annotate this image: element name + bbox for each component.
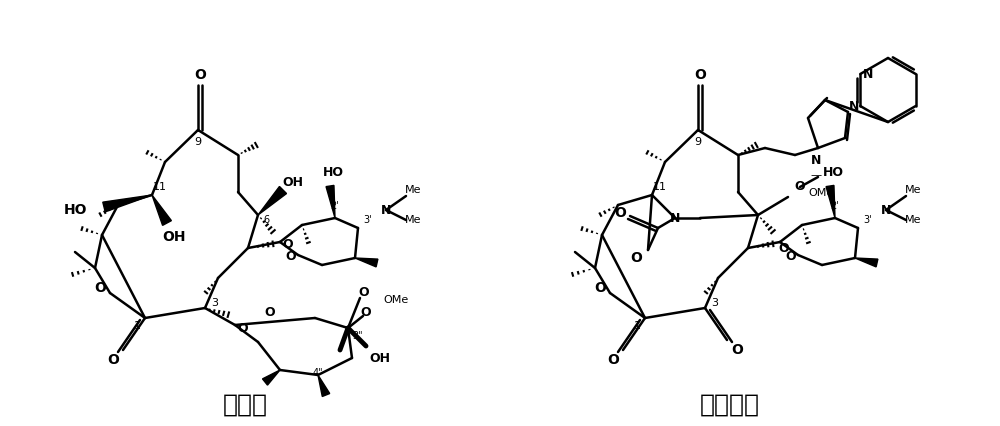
Text: O: O bbox=[786, 250, 796, 262]
Text: N: N bbox=[849, 101, 859, 113]
Text: N: N bbox=[811, 153, 821, 167]
Text: O: O bbox=[361, 306, 371, 320]
Polygon shape bbox=[318, 375, 330, 397]
Text: 11: 11 bbox=[653, 182, 667, 192]
Text: Me: Me bbox=[405, 215, 421, 225]
Text: O: O bbox=[286, 250, 296, 262]
Text: O: O bbox=[779, 242, 789, 254]
Text: Me: Me bbox=[905, 215, 921, 225]
Polygon shape bbox=[326, 185, 335, 218]
Text: O: O bbox=[107, 353, 119, 367]
Text: OH: OH bbox=[283, 176, 304, 188]
Polygon shape bbox=[355, 258, 378, 267]
Text: 1: 1 bbox=[634, 321, 640, 331]
Polygon shape bbox=[826, 185, 835, 218]
Text: O: O bbox=[795, 181, 805, 193]
Text: 3: 3 bbox=[712, 298, 718, 308]
Text: 红霉素: 红霉素 bbox=[222, 393, 268, 417]
Text: OH: OH bbox=[370, 351, 390, 365]
Text: N: N bbox=[381, 204, 391, 216]
Text: 3': 3' bbox=[864, 215, 872, 225]
Text: N: N bbox=[863, 67, 873, 81]
Text: HO: HO bbox=[64, 203, 87, 217]
Text: 3: 3 bbox=[212, 298, 218, 308]
Text: O: O bbox=[265, 306, 275, 320]
Text: 泰利霉素: 泰利霉素 bbox=[700, 393, 760, 417]
Text: —: — bbox=[810, 170, 822, 180]
Text: 9: 9 bbox=[694, 137, 702, 147]
Polygon shape bbox=[152, 195, 171, 225]
Text: OMe: OMe bbox=[808, 188, 833, 198]
Text: 4": 4" bbox=[313, 368, 323, 378]
Text: N: N bbox=[881, 204, 891, 216]
Polygon shape bbox=[103, 195, 152, 212]
Text: O: O bbox=[94, 281, 106, 295]
Text: O: O bbox=[607, 353, 619, 367]
Text: 6: 6 bbox=[263, 215, 269, 225]
Text: O: O bbox=[731, 343, 743, 357]
Text: 2': 2' bbox=[831, 201, 839, 211]
Text: OMe: OMe bbox=[383, 295, 408, 305]
Text: Me: Me bbox=[405, 185, 421, 195]
Text: HO: HO bbox=[822, 167, 844, 179]
Text: 9: 9 bbox=[194, 137, 202, 147]
Text: HO: HO bbox=[322, 167, 344, 179]
Polygon shape bbox=[258, 187, 287, 215]
Text: O: O bbox=[694, 68, 706, 82]
Text: N: N bbox=[670, 211, 680, 225]
Text: O: O bbox=[283, 239, 293, 251]
Text: O: O bbox=[238, 322, 248, 334]
Text: 2': 2' bbox=[331, 201, 339, 211]
Polygon shape bbox=[263, 370, 280, 385]
Text: 1: 1 bbox=[134, 321, 140, 331]
Text: 3': 3' bbox=[364, 215, 372, 225]
Text: 3": 3" bbox=[353, 331, 363, 341]
Text: O: O bbox=[594, 281, 606, 295]
Text: 11: 11 bbox=[153, 182, 167, 192]
Text: O: O bbox=[630, 251, 642, 265]
Text: OH: OH bbox=[162, 230, 186, 244]
Text: O: O bbox=[359, 287, 369, 299]
Polygon shape bbox=[855, 258, 878, 267]
Text: Me: Me bbox=[905, 185, 921, 195]
Text: O: O bbox=[614, 206, 626, 220]
Text: O: O bbox=[194, 68, 206, 82]
